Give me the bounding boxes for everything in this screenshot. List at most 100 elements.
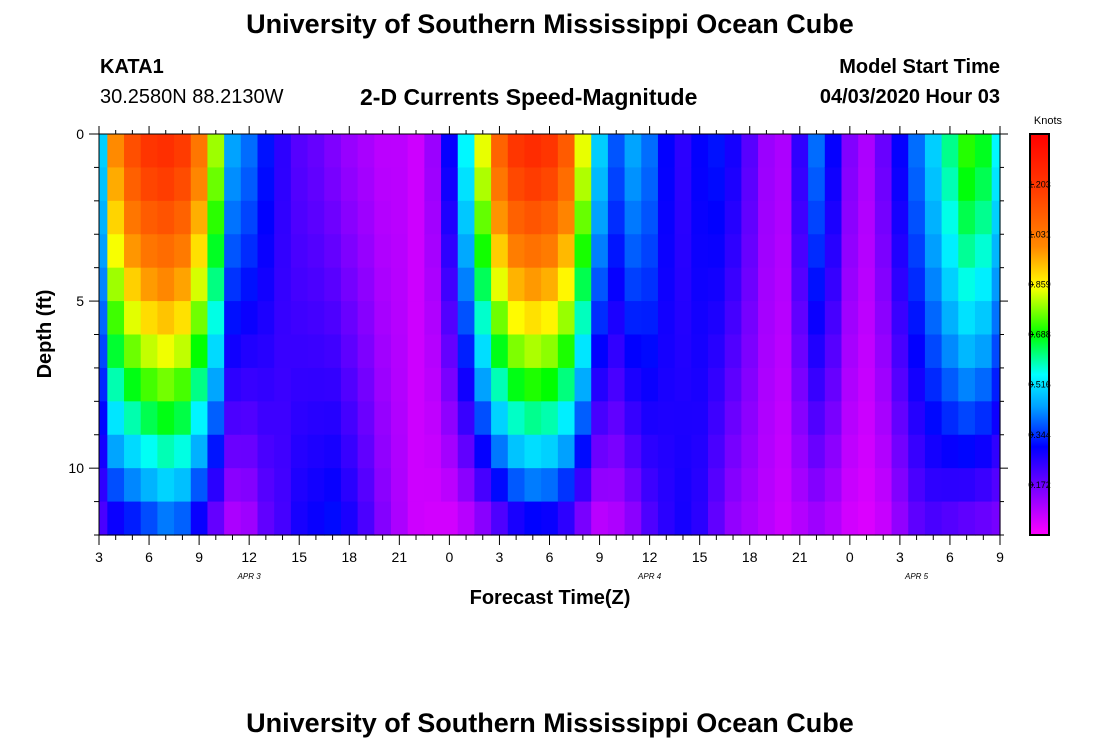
heatmap-cell — [841, 334, 859, 369]
heatmap-cell — [190, 501, 209, 536]
x-tick-label: 9 — [996, 549, 1004, 565]
heatmap-cell — [674, 468, 692, 503]
heatmap-cell — [591, 401, 609, 436]
heatmap-cell — [541, 334, 559, 369]
heatmap-cell — [691, 134, 709, 169]
heatmap-cell — [374, 134, 392, 169]
heatmap-cell — [474, 334, 492, 369]
heatmap-cell — [774, 401, 793, 436]
heatmap-cell — [991, 301, 1001, 336]
heatmap-cell — [808, 434, 826, 469]
heatmap-cell — [507, 334, 526, 369]
heatmap-cell — [124, 367, 142, 402]
heatmap-cell — [941, 334, 959, 369]
heatmap-cell — [641, 468, 659, 503]
heatmap-cell — [124, 434, 142, 469]
heatmap-cell — [491, 267, 509, 302]
heatmap-cell — [941, 267, 959, 302]
heatmap-cell — [924, 301, 943, 336]
heatmap-cell — [624, 468, 642, 503]
heatmap-cell — [441, 301, 459, 336]
heatmap-cell — [641, 334, 659, 369]
heatmap-cell — [407, 367, 425, 402]
heatmap-cell — [99, 301, 108, 336]
heatmap-cell — [741, 134, 759, 169]
heatmap-cell — [340, 367, 359, 402]
heatmap-cell — [708, 434, 726, 469]
heatmap-cell — [107, 334, 125, 369]
heatmap-cell — [824, 167, 843, 202]
heatmap-cell — [691, 468, 709, 503]
heatmap-cell — [441, 167, 459, 202]
heatmap-cell — [441, 334, 459, 369]
heatmap-cell — [891, 267, 909, 302]
heatmap-cell — [390, 367, 409, 402]
heatmap-cell — [441, 434, 459, 469]
heatmap-cell — [340, 234, 359, 269]
heatmap-cell — [691, 267, 709, 302]
heatmap-cell — [207, 367, 225, 402]
heatmap-cell — [741, 234, 759, 269]
heatmap-cell — [591, 267, 609, 302]
heatmap-cell — [624, 501, 642, 536]
heatmap-cell — [524, 334, 542, 369]
heatmap-cell — [274, 434, 292, 469]
heatmap-cell — [991, 501, 1001, 536]
heatmap-cell — [624, 267, 642, 302]
heatmap-cell — [457, 401, 476, 436]
heatmap-cell — [99, 234, 108, 269]
heatmap-cell — [708, 501, 726, 536]
heatmap-cell — [290, 401, 309, 436]
heatmap-cell — [290, 334, 309, 369]
x-tick-label: 6 — [145, 549, 153, 565]
heatmap-cell — [991, 167, 1001, 202]
heatmap-cell — [791, 401, 809, 436]
heatmap-cell — [224, 200, 242, 235]
heatmap-cell — [140, 167, 158, 202]
heatmap-cell — [624, 134, 642, 169]
heatmap-cell — [457, 367, 476, 402]
heatmap-cell — [190, 434, 209, 469]
heatmap-cell — [924, 367, 943, 402]
heatmap-cell — [691, 167, 709, 202]
heatmap-cell — [824, 401, 843, 436]
heatmap-cell — [174, 501, 192, 536]
heatmap-cell — [224, 167, 242, 202]
x-tick-label: 21 — [792, 549, 808, 565]
heatmap-cell — [324, 200, 342, 235]
heatmap-cell — [941, 434, 959, 469]
heatmap-cell — [457, 434, 476, 469]
model-start-value: 04/03/2020 Hour 03 — [819, 86, 1000, 108]
heatmap-cell — [908, 501, 926, 536]
heatmap-cell — [758, 200, 776, 235]
heatmap-cell — [691, 501, 709, 536]
heatmap-cell — [424, 267, 442, 302]
colorbar-tick-label: 1.203 — [1028, 179, 1051, 189]
heatmap-cell — [541, 367, 559, 402]
heatmap-cell — [541, 434, 559, 469]
heatmap-cell — [491, 167, 509, 202]
heatmap-cell — [357, 267, 375, 302]
heatmap-cell — [390, 134, 409, 169]
heatmap-cell — [991, 267, 1001, 302]
heatmap-cell — [140, 267, 158, 302]
heatmap-cell — [107, 468, 125, 503]
heatmap-cell — [240, 401, 259, 436]
heatmap-cell — [591, 200, 609, 235]
heatmap-cell — [457, 267, 476, 302]
heatmap-cell — [491, 367, 509, 402]
heatmap-cell — [507, 134, 526, 169]
heatmap-cell — [474, 267, 492, 302]
heatmap-cell — [157, 401, 175, 436]
heatmap-cell — [290, 367, 309, 402]
x-tick-label: 9 — [596, 549, 604, 565]
heatmap-cell — [174, 301, 192, 336]
heatmap-cell — [974, 401, 993, 436]
heatmap-cell — [991, 468, 1001, 503]
x-tick-label: 3 — [95, 549, 103, 565]
heatmap-cell — [457, 234, 476, 269]
heatmap-cell — [874, 200, 893, 235]
heatmap-cell — [574, 468, 592, 503]
heatmap-cell — [491, 200, 509, 235]
